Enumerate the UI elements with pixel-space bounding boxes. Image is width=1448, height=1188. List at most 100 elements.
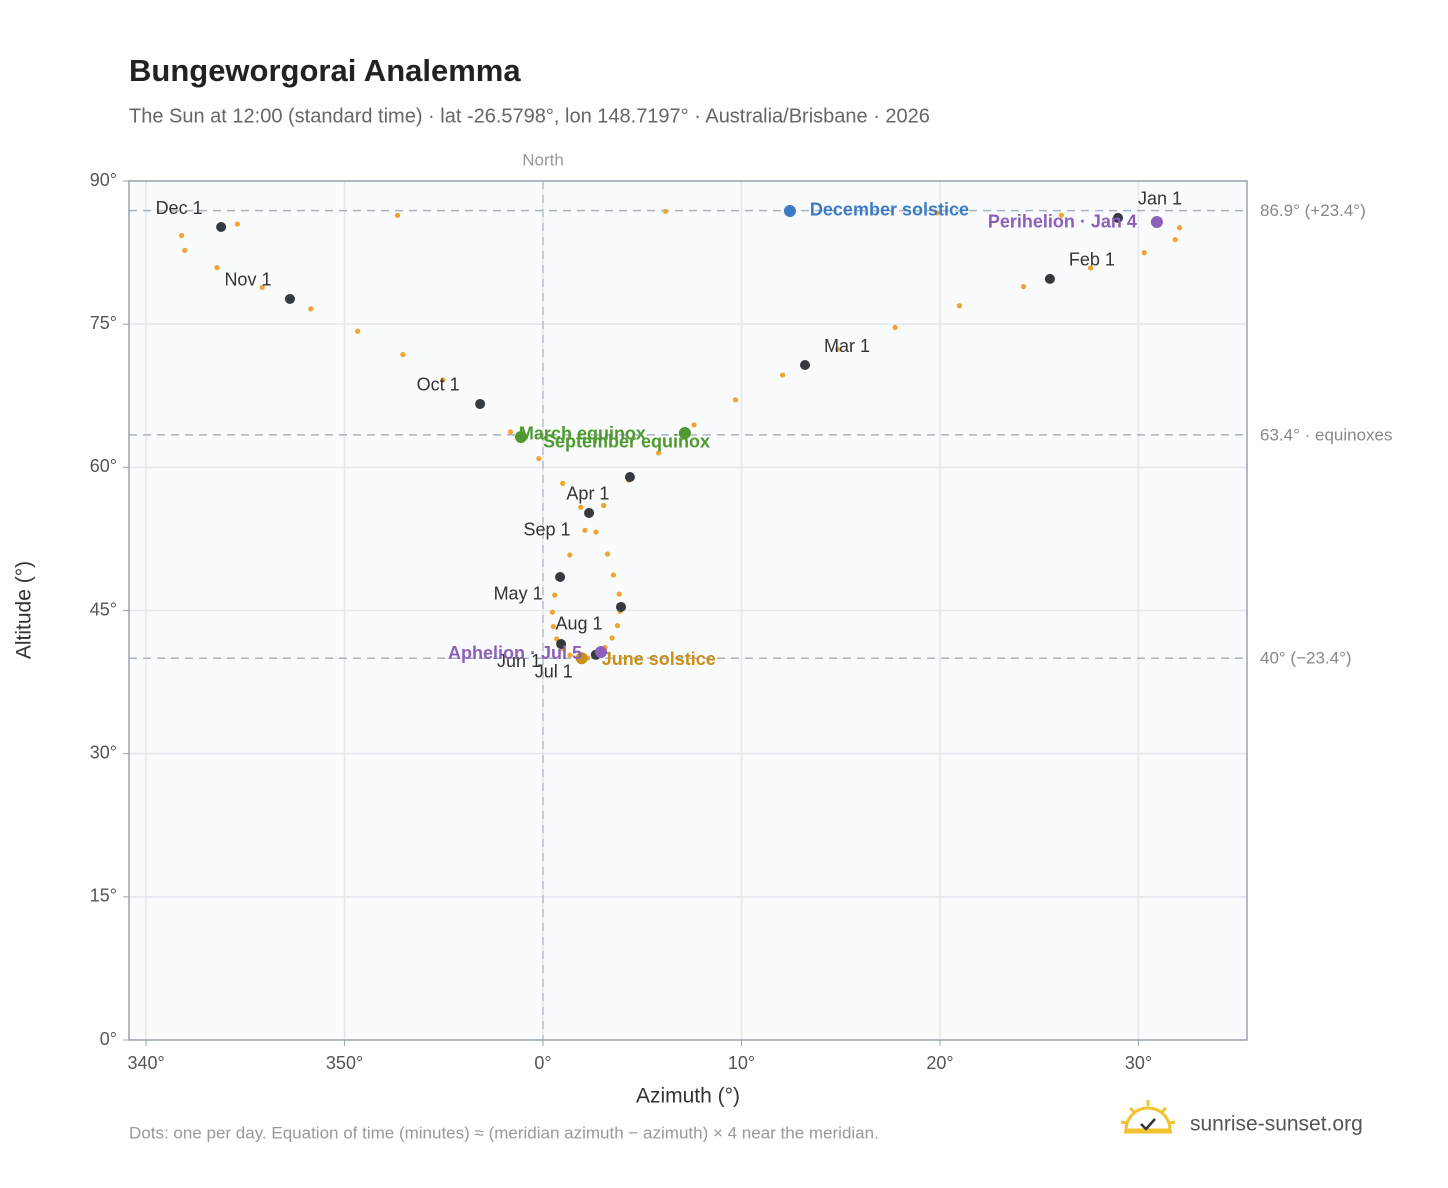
y-tick-label: 45° (90, 599, 117, 619)
y-tick-label: 75° (90, 313, 117, 333)
sun-dot (400, 352, 406, 358)
month-marker (616, 601, 627, 612)
x-axis-label: Azimuth (°) (636, 1085, 740, 1108)
month-marker (1112, 212, 1123, 223)
reference-label: 40° (−23.4°) (1260, 649, 1352, 668)
sun-dot (214, 265, 220, 271)
event-label: Aphelion · Jul 5 (448, 643, 582, 663)
month-label: Aug 1 (555, 614, 602, 634)
sun-dot (440, 377, 446, 383)
event-label: September equinox (543, 432, 710, 452)
x-tick-label: 30° (1125, 1053, 1152, 1073)
sun-dot (934, 210, 940, 216)
month-label: Sep 1 (524, 520, 571, 540)
sun-dot (507, 429, 514, 435)
month-marker (216, 222, 227, 233)
reference-label: 63.4° · equinoxes (1260, 425, 1393, 444)
event-label: Perihelion · Jan 4 (988, 212, 1137, 232)
month-label: Jun 1 (497, 651, 541, 671)
sun-dot (308, 306, 314, 312)
y-axis-label: Altitude (°) (13, 561, 36, 659)
y-tick-label: 60° (90, 456, 117, 476)
sun-dot (604, 551, 611, 557)
x-tick-label: 10° (728, 1053, 755, 1073)
sun-dot (779, 372, 786, 378)
chart-subtitle: The Sun at 12:00 (standard time) · lat -… (129, 105, 930, 127)
event-label: June solstice (602, 649, 716, 669)
sun-dot (355, 328, 361, 334)
event-marker (594, 646, 607, 659)
x-tick-label: 0° (534, 1053, 551, 1073)
sun-dot (567, 652, 573, 658)
month-marker (475, 398, 486, 409)
x-tick-label: 20° (926, 1053, 953, 1073)
month-marker (584, 507, 595, 518)
month-label: Oct 1 (417, 375, 460, 395)
event-marker (678, 426, 691, 439)
event-label: March equinox (519, 424, 646, 444)
month-marker (555, 571, 566, 582)
month-marker (800, 360, 810, 371)
x-tick-label: 340° (127, 1053, 164, 1073)
sun-dot (614, 622, 621, 629)
sun-dot (178, 232, 185, 239)
sun-dot (601, 502, 607, 509)
month-marker (284, 293, 295, 304)
sun-dot (732, 397, 739, 403)
month-label: Feb 1 (1069, 250, 1115, 270)
sun-dot (1141, 250, 1147, 256)
chart-title: Bungeworgorai Analemma (129, 53, 521, 88)
event-marker (575, 652, 588, 665)
sun-dot (549, 609, 555, 615)
sun-dot (234, 221, 240, 227)
sun-dot (662, 208, 669, 215)
month-label: Nov 1 (224, 270, 271, 290)
sun-dot (1088, 265, 1094, 271)
sun-dot (892, 324, 898, 331)
month-marker (1044, 273, 1055, 284)
sun-dot (609, 635, 615, 641)
month-label: Dec 1 (156, 198, 203, 218)
event-marker (783, 204, 796, 217)
sun-dot (536, 455, 542, 462)
sun-dot (834, 346, 841, 352)
sun-dot (691, 422, 697, 428)
sun-dot (259, 284, 265, 291)
sun-dot (593, 529, 599, 535)
reference-label: 86.9° (+23.4°) (1260, 201, 1366, 220)
sun-dot (956, 303, 963, 309)
footnote: Dots: one per day. Equation of time (min… (129, 1123, 879, 1142)
sun-dot (655, 450, 662, 456)
month-marker (556, 639, 567, 650)
month-label: May 1 (494, 584, 543, 604)
brand: sunrise-sunset.org (1190, 1113, 1363, 1136)
sun-dot (1172, 237, 1178, 243)
meridian-label: North (522, 150, 564, 169)
sun-dot (616, 591, 622, 597)
sun-dot (610, 572, 617, 578)
sun-dot (560, 480, 566, 486)
y-tick-label: 90° (90, 170, 117, 190)
event-marker (1150, 215, 1163, 228)
month-marker (624, 471, 635, 482)
sun-dot (1020, 283, 1027, 290)
y-tick-label: 30° (90, 742, 117, 762)
sun-dot (1176, 225, 1183, 231)
sun-dot (567, 552, 573, 558)
sun-dot (394, 212, 401, 218)
month-label: Mar 1 (824, 336, 870, 356)
month-label: Apr 1 (566, 484, 609, 504)
sun-dot (1058, 212, 1065, 218)
sun-dot (182, 247, 188, 253)
sun-dot (578, 504, 584, 510)
event-marker (514, 430, 527, 443)
month-label: Jan 1 (1138, 189, 1182, 209)
x-tick-label: 350° (326, 1053, 363, 1073)
sun-dot (550, 623, 556, 630)
sun-dot (582, 527, 588, 533)
y-tick-label: 15° (90, 886, 117, 906)
event-label: December solstice (810, 200, 969, 220)
sun-dot (552, 592, 558, 598)
